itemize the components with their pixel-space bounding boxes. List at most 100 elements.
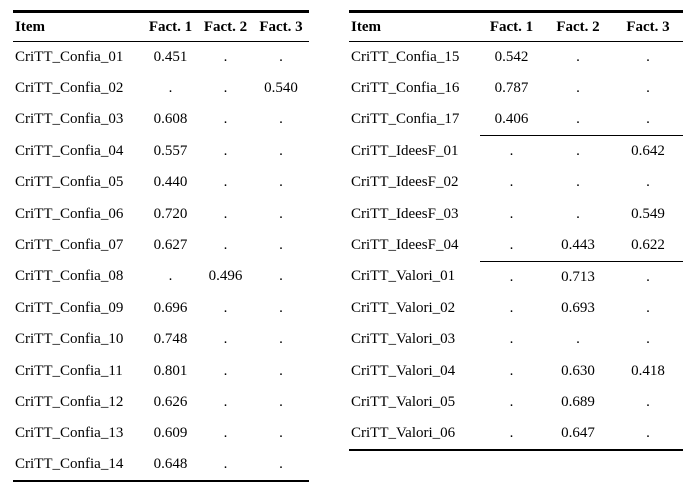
- item-cell: CriTT_Valori_04: [351, 362, 456, 379]
- table-row: CriTT_IdeesF_01.. 0.642: [349, 136, 683, 167]
- loading-cell: .: [646, 174, 650, 191]
- table-row: CriTT_Valori_01. 0.713.: [349, 261, 683, 292]
- col-header-fact2: Fact. 2: [198, 11, 253, 42]
- loading-cell: 0.642: [631, 143, 665, 160]
- loading-cell: .: [576, 174, 580, 191]
- table-row: CriTT_Valori_02. 0.693.: [349, 293, 683, 324]
- loading-cell: .: [223, 299, 228, 316]
- item-cell: CriTT_Confia_16: [351, 80, 460, 97]
- loading-cell: 0.693: [561, 299, 595, 316]
- item-cell: CriTT_IdeesF_01: [351, 142, 459, 159]
- loading-cell: 0.748: [153, 331, 188, 348]
- col-header-fact3: Fact. 3: [253, 11, 309, 42]
- loading-cell: 0.720: [153, 205, 188, 222]
- table-body-left: CriTT_Confia_01 0.451.. CriTT_Confia_02.. 0…: [13, 42, 309, 481]
- loading-cell: 0.549: [631, 205, 665, 222]
- col-header-fact3: Fact. 3: [613, 11, 683, 42]
- item-cell: CriTT_Confia_04: [15, 142, 124, 159]
- loading-cell: .: [646, 299, 650, 316]
- table-row: CriTT_Confia_17 0.406..: [349, 104, 683, 137]
- loading-cell: .: [279, 331, 283, 348]
- loading-cell: .: [613, 104, 683, 137]
- loadings-table-left: Item Fact. 1 Fact. 2 Fact. 3 CriTT_Confi…: [13, 10, 309, 482]
- loading-cell: .: [576, 143, 580, 160]
- loading-cell: 0.540: [264, 80, 298, 97]
- loading-cell: .: [576, 80, 580, 97]
- loading-cell: .: [279, 48, 283, 65]
- loading-cell: .: [279, 142, 283, 159]
- item-cell: CriTT_Confia_05: [15, 174, 124, 191]
- item-cell: CriTT_Valori_06: [351, 424, 456, 441]
- table-row: CriTT_Confia_07 0.627..: [13, 230, 309, 261]
- loading-cell: 0.801: [153, 362, 188, 379]
- loading-cell: 0.713: [561, 268, 595, 285]
- loading-cell: .: [509, 299, 514, 316]
- table-row: CriTT_IdeesF_04. 0.443 0.622: [349, 229, 683, 262]
- table-body-right: CriTT_Confia_15 0.542.. CriTT_Confia_16 0.7…: [349, 42, 683, 450]
- loading-cell: 0.787: [494, 80, 529, 97]
- loading-cell: .: [223, 393, 228, 410]
- table-row: CriTT_Confia_13 0.609..: [13, 418, 309, 449]
- loading-cell: .: [543, 104, 613, 137]
- loading-cell: .: [279, 425, 283, 442]
- item-cell: CriTT_Confia_07: [15, 237, 124, 254]
- loading-cell: .: [509, 143, 514, 160]
- table-header-left: Item Fact. 1 Fact. 2 Fact. 3: [13, 11, 309, 42]
- loading-cell: .: [279, 362, 283, 379]
- loading-cell: .: [279, 393, 283, 410]
- loading-cell: .: [223, 80, 228, 97]
- table-row: CriTT_Valori_04. 0.630 0.418: [349, 355, 683, 386]
- item-cell: CriTT_Confia_14: [15, 456, 124, 473]
- loading-cell: .: [223, 48, 228, 65]
- table-row: CriTT_Confia_04 0.557..: [13, 136, 309, 167]
- table-row: CriTT_Confia_02.. 0.540: [13, 73, 309, 104]
- loading-cell: .: [279, 205, 283, 222]
- loading-cell: .: [646, 331, 650, 348]
- loading-cell: .: [223, 331, 228, 348]
- loadings-table-right: Item Fact. 1 Fact. 2 Fact. 3 CriTT_Confi…: [349, 10, 683, 451]
- table-row: CriTT_Confia_16 0.787..: [349, 73, 683, 104]
- table-row: CriTT_Confia_14 0.648..: [13, 450, 309, 481]
- table-row: CriTT_Confia_11 0.801..: [13, 355, 309, 386]
- table-row: CriTT_Valori_05. 0.689.: [349, 387, 683, 418]
- col-header-item: Item: [13, 11, 143, 42]
- loading-cell: 0.627: [153, 237, 188, 254]
- loading-cell: .: [223, 174, 228, 191]
- loading-cell: .: [279, 237, 283, 254]
- loading-cell: .: [646, 424, 650, 441]
- loading-cell: 0.630: [561, 362, 595, 379]
- item-cell: CriTT_Confia_11: [15, 362, 123, 379]
- loading-cell: .: [223, 362, 228, 379]
- loading-cell: .: [223, 456, 228, 473]
- loading-cell: .: [223, 425, 228, 442]
- item-cell: CriTT_Confia_12: [15, 393, 124, 410]
- loading-cell: 0.648: [153, 456, 188, 473]
- loading-cell: .: [168, 268, 173, 285]
- loading-cell: 0.542: [494, 48, 529, 65]
- loading-cell: .: [509, 393, 514, 410]
- loading-cell: 0.496: [208, 268, 243, 285]
- item-cell: CriTT_IdeesF_02: [351, 174, 459, 191]
- loading-cell: .: [223, 237, 228, 254]
- loading-cell: .: [279, 456, 283, 473]
- factor-loadings-page: Item Fact. 1 Fact. 2 Fact. 3 CriTT_Confi…: [13, 10, 683, 482]
- loading-cell: .: [279, 268, 283, 285]
- item-cell: CriTT_Confia_03: [15, 111, 124, 128]
- table-row: CriTT_IdeesF_02...: [349, 167, 683, 198]
- item-cell: CriTT_Confia_02: [15, 80, 124, 97]
- table-row: CriTT_Valori_06. 0.647.: [349, 418, 683, 449]
- loading-cell: 0.451: [153, 48, 188, 65]
- item-cell: CriTT_Confia_09: [15, 299, 124, 316]
- item-cell: CriTT_IdeesF_03: [351, 205, 459, 222]
- item-cell: CriTT_Confia_17: [351, 111, 460, 128]
- loading-cell: .: [646, 48, 650, 65]
- loading-cell: 0.440: [153, 174, 188, 191]
- loading-cell: 0.696: [153, 299, 188, 316]
- loading-cell: .: [509, 424, 514, 441]
- loading-cell: 0.689: [561, 393, 595, 410]
- loading-cell: .: [279, 174, 283, 191]
- item-cell: CriTT_Valori_01: [351, 268, 456, 285]
- col-header-fact1: Fact. 1: [480, 11, 543, 42]
- item-cell: CriTT_Confia_10: [15, 331, 124, 348]
- table-header-right: Item Fact. 1 Fact. 2 Fact. 3: [349, 11, 683, 42]
